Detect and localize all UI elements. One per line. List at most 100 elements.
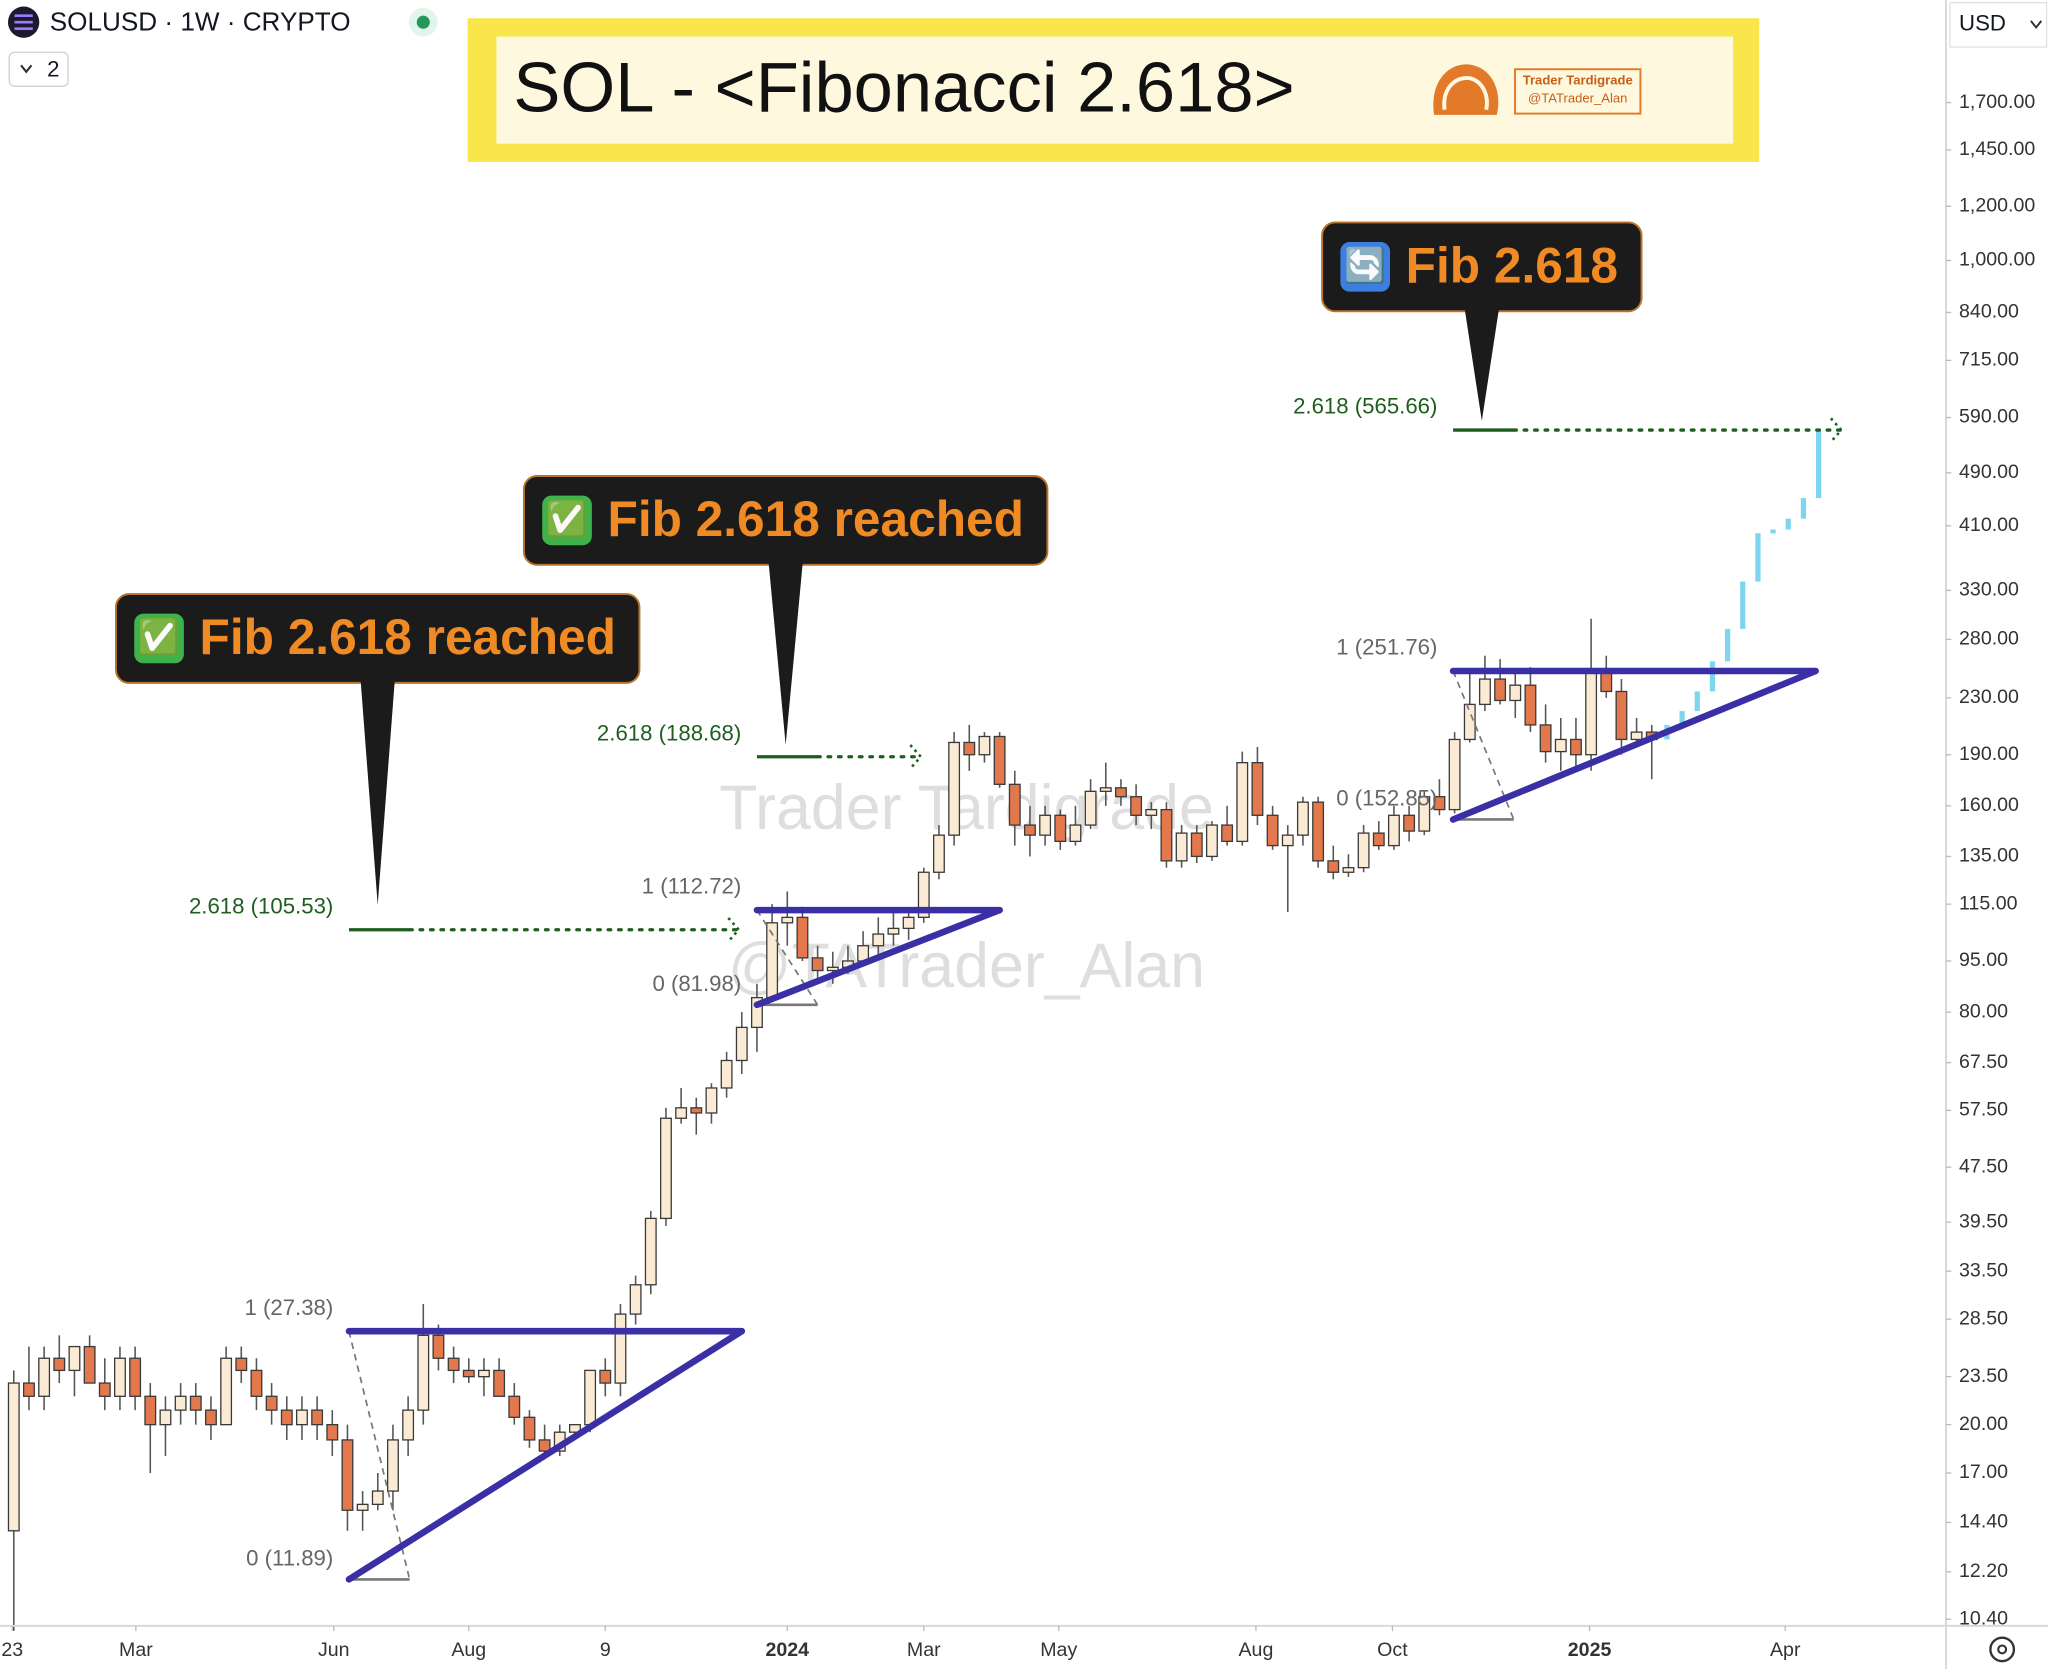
candle-body bbox=[917, 871, 930, 919]
interval-button[interactable] bbox=[8, 51, 69, 87]
y-tick-label: 1,200.00 bbox=[1959, 194, 2035, 216]
y-tick-label: 1,000.00 bbox=[1959, 249, 2035, 271]
candle-body bbox=[174, 1395, 187, 1411]
candle-body bbox=[1357, 832, 1370, 869]
candle-body bbox=[53, 1357, 66, 1372]
candle-body bbox=[1630, 731, 1643, 741]
currency-label: USD bbox=[1959, 11, 2006, 36]
brand-logo: Trader Tardigrade @TATrader_Alan bbox=[1433, 64, 1642, 115]
candle-body bbox=[159, 1409, 172, 1426]
fib-swing bbox=[348, 1330, 411, 1580]
candle-body bbox=[1069, 824, 1082, 843]
settings-icon[interactable] bbox=[1989, 1636, 2016, 1663]
projection-bar bbox=[1679, 711, 1685, 725]
candle-body bbox=[432, 1334, 445, 1359]
projection-bar bbox=[1709, 661, 1716, 692]
banner bbox=[496, 36, 1734, 144]
projection-bar bbox=[1815, 430, 1822, 499]
candle-body bbox=[1054, 814, 1067, 843]
candle-body bbox=[477, 1369, 490, 1378]
candle-body bbox=[1175, 832, 1188, 862]
candle-body bbox=[235, 1357, 248, 1372]
candle-body bbox=[1190, 832, 1203, 858]
candle-body bbox=[538, 1439, 551, 1452]
projection-bar bbox=[1724, 628, 1731, 662]
x-tick-label: Apr bbox=[1770, 1639, 1801, 1661]
candle-body bbox=[402, 1409, 415, 1441]
candle-body bbox=[129, 1357, 142, 1397]
candle-body bbox=[417, 1334, 430, 1411]
candle-body bbox=[614, 1313, 627, 1384]
candle-body bbox=[144, 1395, 157, 1426]
candle-body bbox=[1099, 787, 1112, 792]
candle-body bbox=[1251, 762, 1264, 816]
brand-box bbox=[1514, 68, 1642, 115]
symbol-title[interactable]: SOLUSD · 1W · CRYPTO bbox=[50, 6, 351, 36]
triangle-bottom bbox=[345, 1327, 746, 1583]
candle-body bbox=[68, 1345, 81, 1372]
candle-body bbox=[826, 966, 839, 972]
y-tick-label: 840.00 bbox=[1959, 301, 2019, 323]
currency-button[interactable] bbox=[1949, 1, 2048, 48]
brand-handle: @TATrader_Alan bbox=[1528, 91, 1627, 106]
candle-body bbox=[1600, 672, 1613, 693]
candle-body bbox=[1387, 814, 1400, 847]
y-tick-label: 1,450.00 bbox=[1959, 138, 2035, 160]
candle-body bbox=[356, 1503, 369, 1511]
candle-body bbox=[83, 1345, 96, 1384]
candle-body bbox=[1084, 790, 1097, 826]
x-tick-label: Mar bbox=[907, 1639, 941, 1661]
candle-body bbox=[1205, 824, 1218, 858]
candle-body bbox=[1418, 796, 1431, 832]
fib-level-label: 2.618 (565.66) bbox=[1293, 394, 1437, 419]
candle-body bbox=[204, 1409, 217, 1426]
x-tick-label: 9 bbox=[600, 1639, 611, 1661]
candle-body bbox=[1403, 814, 1416, 832]
y-tick-label: 17.00 bbox=[1959, 1461, 2008, 1483]
candle-body bbox=[220, 1357, 233, 1426]
y-tick-label: 410.00 bbox=[1959, 514, 2019, 536]
candle-body bbox=[584, 1369, 597, 1426]
candle-body bbox=[189, 1395, 202, 1411]
callout-icon: ✅ bbox=[138, 618, 180, 657]
y-tick-label: 95.00 bbox=[1959, 949, 2008, 971]
chevron bbox=[2030, 20, 2043, 29]
callout-text: Fib 2.618 reached bbox=[608, 491, 1024, 547]
candle-body bbox=[371, 1490, 384, 1506]
candle-body bbox=[1342, 866, 1355, 873]
candle-body bbox=[1494, 678, 1507, 702]
candle-body bbox=[1312, 801, 1325, 862]
candle-body bbox=[1569, 738, 1582, 756]
candle-body bbox=[735, 1026, 748, 1062]
callout-pointer bbox=[768, 563, 803, 746]
y-tick-label: 14.40 bbox=[1959, 1511, 2008, 1533]
candle-body bbox=[1433, 796, 1446, 811]
triangle-bottom bbox=[1449, 667, 1819, 823]
projection-bar bbox=[1694, 691, 1700, 712]
callout: 🔄 Fib 2.618 bbox=[1321, 221, 1643, 421]
candle-body bbox=[568, 1424, 581, 1433]
plot-area bbox=[7, 618, 1658, 1631]
candle-body bbox=[948, 741, 961, 836]
chevron bbox=[20, 64, 33, 74]
candle-body bbox=[462, 1369, 475, 1378]
candle-body bbox=[1130, 796, 1143, 816]
fib-level-label: 0 (152.85) bbox=[1336, 786, 1437, 811]
triangle-bottom bbox=[753, 906, 1003, 1009]
candle-body bbox=[1281, 834, 1294, 847]
candle-body bbox=[1539, 724, 1552, 753]
projection-bar bbox=[1770, 529, 1776, 534]
fib-level-label: 1 (112.72) bbox=[642, 874, 742, 899]
y-tick-label: 57.50 bbox=[1959, 1099, 2008, 1121]
y-tick-label: 33.50 bbox=[1959, 1259, 2008, 1281]
candle-body bbox=[1463, 703, 1476, 741]
candle-body bbox=[705, 1087, 718, 1114]
candle-body bbox=[629, 1284, 642, 1315]
y-axis: 10.40 12.20 14.40 17.00 20.00 23.50 28.50 33.50… bbox=[1945, 91, 2035, 1629]
y-tick-label: 280.00 bbox=[1959, 627, 2019, 649]
candle-body bbox=[1296, 801, 1309, 836]
y-tick-label: 135.00 bbox=[1959, 845, 2019, 867]
x-tick-label: 2025 bbox=[1568, 1639, 1612, 1661]
fib-level-label: 0 (11.89) bbox=[246, 1546, 333, 1571]
x-tick-label: Aug bbox=[451, 1639, 486, 1661]
